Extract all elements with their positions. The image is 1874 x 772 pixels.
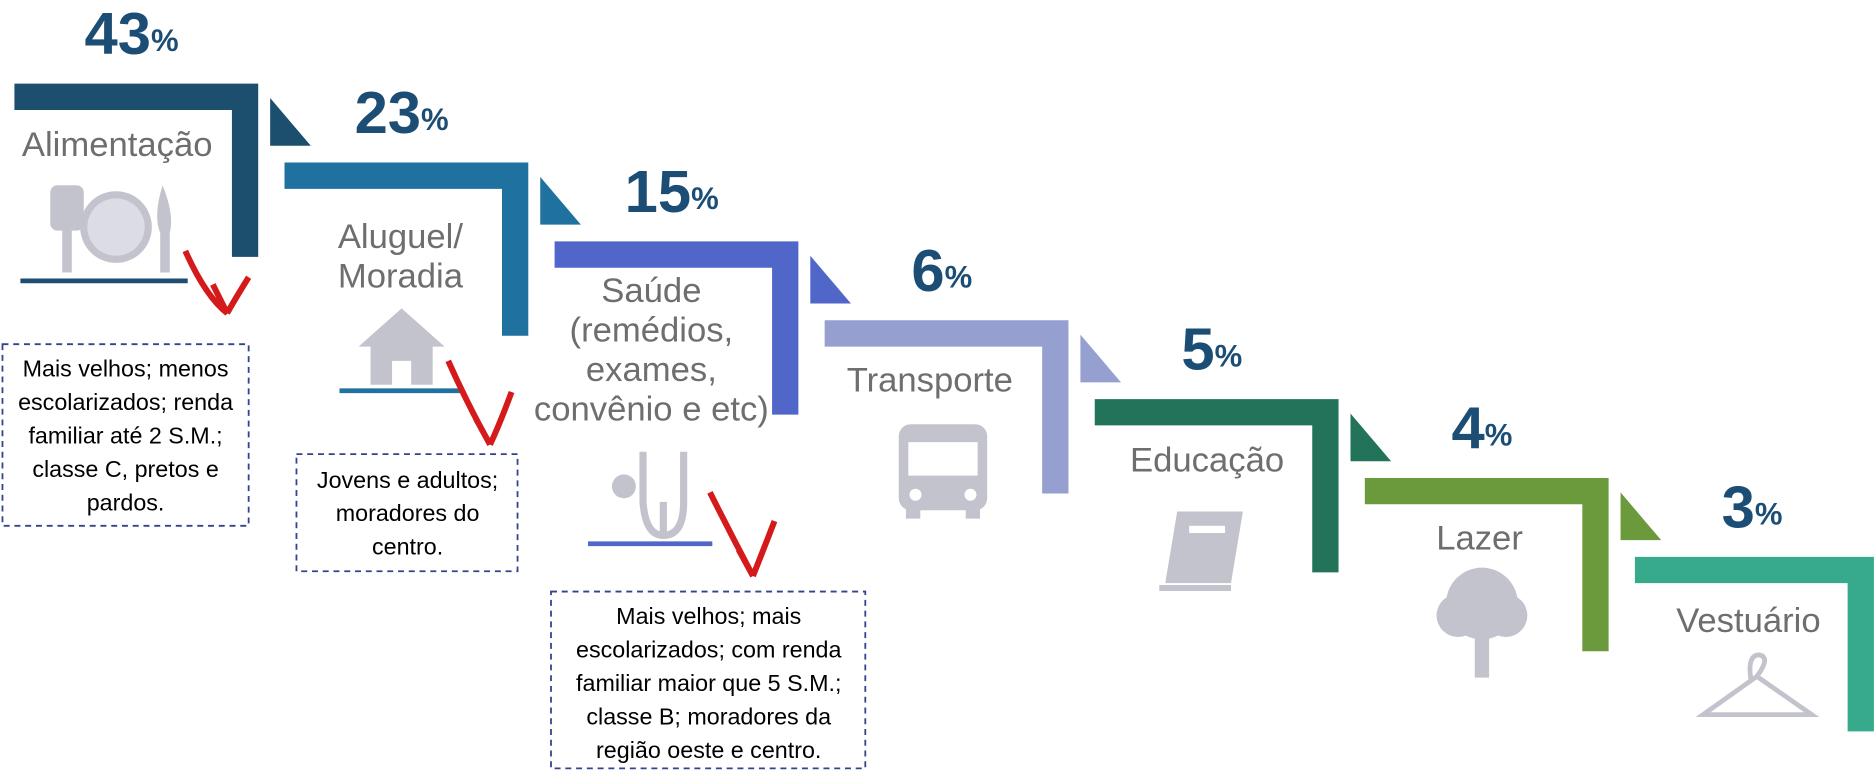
note-text: classe B; moradores da: [586, 703, 831, 729]
stethoscope-icon: [611, 451, 688, 539]
percent-unit: %: [691, 181, 719, 216]
step-bar: [284, 162, 529, 336]
percent: 4%: [1452, 394, 1513, 461]
note-text: Mais velhos; mais: [616, 603, 801, 629]
percent-value: 3: [1722, 473, 1755, 540]
step-bar: [14, 83, 259, 257]
percent-unit: %: [151, 23, 179, 58]
step-triangle: [540, 176, 581, 225]
percent: 3%: [1722, 473, 1783, 540]
step: 23% Aluguel/Moradia Jovens e adultos; morad…: [284, 79, 581, 573]
note-text: classe C, pretos e: [32, 456, 218, 482]
note-text: centro.: [372, 534, 443, 560]
note-text: pardos.: [87, 489, 165, 515]
category-label: convênio e etc): [534, 390, 769, 428]
step: 43% Alimentação Mais velhos; menos escolari…: [1, 0, 311, 527]
red-arrow: [707, 491, 778, 578]
percent-unit: %: [1755, 496, 1783, 531]
note-box: [1, 343, 250, 527]
hanger-icon: [1695, 652, 1820, 718]
step-bar: [1094, 399, 1339, 573]
percent: 23%: [355, 79, 449, 146]
note-box: [550, 590, 867, 770]
category-label: Moradia: [338, 258, 464, 296]
percent-value: 23: [355, 79, 421, 146]
step: 5% Educação: [1094, 316, 1392, 573]
percent: 6%: [911, 237, 972, 304]
note-text: Mais velhos; menos: [23, 356, 229, 382]
percent-value: 43: [84, 0, 150, 67]
step-triangle: [1350, 413, 1392, 462]
step-bar: [1364, 478, 1609, 652]
step: 3% Vestuário: [1634, 473, 1874, 732]
cutlery-icon: [50, 185, 172, 273]
note-text: Jovens e adultos;: [317, 467, 498, 493]
category-label: Vestuário: [1676, 602, 1820, 640]
book-icon: [1159, 511, 1243, 591]
step-triangle: [270, 97, 311, 146]
note-text: familiar maior que 5 S.M.;: [576, 670, 841, 696]
red-arrow: [445, 359, 515, 447]
bus-icon: [898, 424, 988, 519]
step-bar: [824, 320, 1069, 494]
percent-value: 15: [625, 158, 691, 225]
step: 15% Saúde(remédios,exames,convênio e etc)…: [534, 158, 867, 770]
percent-unit: %: [421, 102, 449, 137]
category-label: Alimentação: [22, 126, 213, 164]
note-text: moradores do: [336, 500, 480, 526]
percent-unit: %: [1485, 418, 1513, 453]
percent-value: 6: [911, 237, 944, 304]
percent-unit: %: [945, 260, 973, 295]
category-label: Aluguel/: [338, 218, 464, 256]
category-label: Lazer: [1436, 519, 1523, 557]
house-icon: [358, 308, 445, 385]
percent: 5%: [1181, 316, 1242, 383]
note-text: região oeste e centro.: [596, 737, 821, 763]
category-label: (remédios,: [570, 311, 734, 349]
step-triangle: [1620, 492, 1662, 541]
step: 4% Lazer: [1364, 394, 1662, 652]
percent-value: 5: [1181, 316, 1214, 383]
category-label: Educação: [1130, 442, 1284, 480]
step-triangle: [810, 255, 851, 304]
percent: 15%: [625, 158, 719, 225]
step-triangle: [1080, 334, 1122, 383]
percent: 43%: [84, 0, 178, 67]
arrows: [182, 249, 778, 578]
percent-value: 4: [1452, 394, 1485, 461]
note-text: familiar até 2 S.M.;: [28, 423, 222, 449]
step-bar: [554, 241, 799, 415]
percent-unit: %: [1215, 339, 1243, 374]
tree-icon: [1436, 567, 1528, 678]
note-text: escolarizados; com renda: [576, 636, 842, 662]
step-bar: [1634, 556, 1874, 732]
icons: [20, 185, 1820, 718]
category-label: Transporte: [847, 362, 1013, 400]
note-text: escolarizados; renda: [18, 389, 233, 415]
step: 6% Transporte: [824, 237, 1122, 494]
red-arrow: [182, 249, 252, 316]
category-label: exames,: [586, 351, 717, 389]
category-label: Saúde: [601, 272, 701, 310]
note-box: [295, 453, 519, 573]
